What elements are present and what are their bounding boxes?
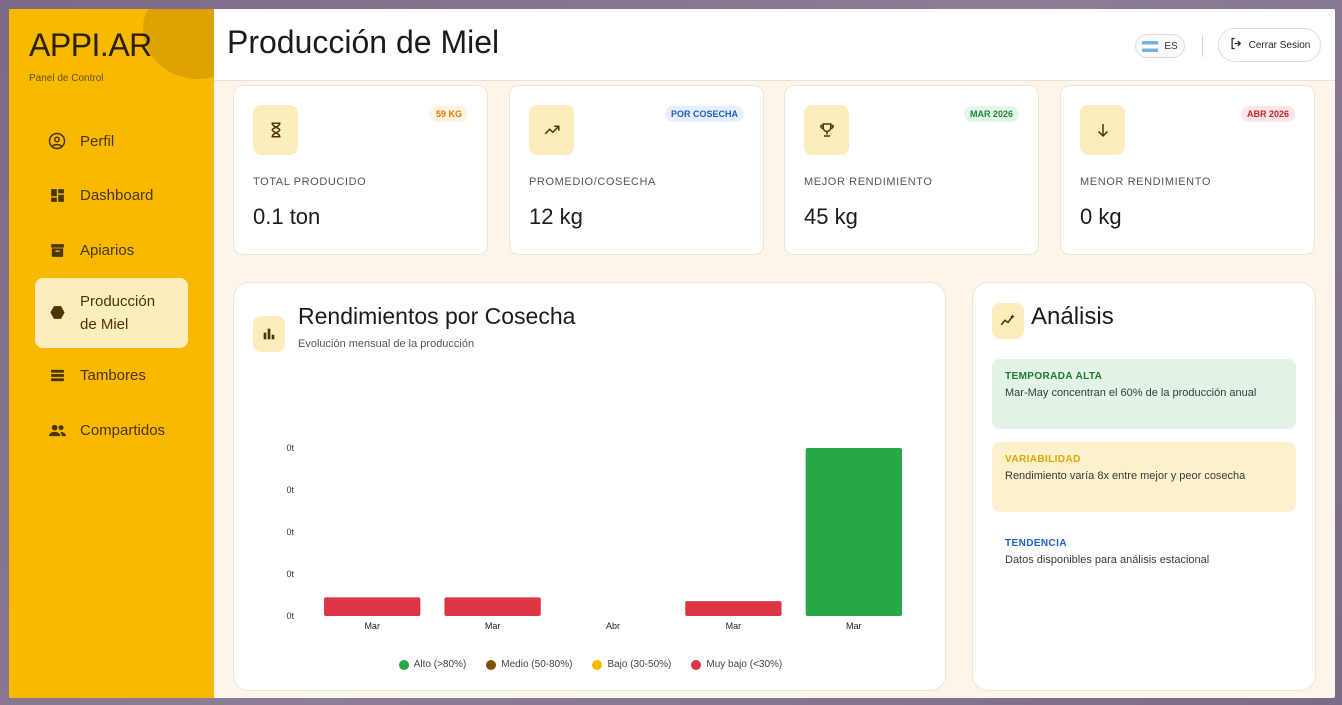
sidebar-item-label: Tambores (80, 367, 146, 385)
insight-text: Datos disponibles para análisis estacion… (1005, 554, 1210, 566)
insight-text: Mar-May concentran el 60% de la producci… (1005, 387, 1257, 399)
hexagon-icon (47, 303, 67, 323)
chart-bar[interactable] (805, 448, 902, 616)
sidebar-item-tambores[interactable]: Tambores (35, 349, 188, 404)
bar-chart-icon (253, 316, 285, 352)
x-tick-label: Abr (606, 621, 620, 631)
chart-bar[interactable] (444, 597, 541, 616)
y-tick-label: 0t (286, 527, 294, 537)
chart-bar[interactable] (685, 601, 782, 616)
y-tick-label: 0t (286, 485, 294, 495)
legend-item[interactable]: Alto (>80%) (398, 659, 467, 670)
legend-swatch (691, 659, 702, 670)
stat-label: PROMEDIO/COSECHA (529, 176, 656, 188)
legend-swatch (486, 659, 497, 670)
top-header: Producción de Miel ES Cerrar Sesion (214, 9, 1335, 81)
language-label: ES (1164, 40, 1178, 52)
stat-card-total: 59 KG TOTAL PRODUCIDO 0.1 ton (233, 85, 488, 255)
stat-value: 0.1 ton (253, 204, 321, 229)
sidebar-item-compartidos[interactable]: Compartidos (35, 403, 188, 458)
sidebar-nav: Perfil Dashboard Apiarios Producción de … (35, 114, 188, 458)
sidebar-item-produccion-de-miel[interactable]: Producción de Miel (35, 277, 188, 348)
legend-swatch (592, 659, 603, 670)
stat-card-menor: ABR 2026 MENOR RENDIMIENTO 0 kg (1060, 85, 1315, 255)
yield-chart-card: Rendimientos por Cosecha Evolución mensu… (233, 282, 946, 691)
stat-value: 0 kg (1080, 204, 1122, 229)
chart-bar[interactable] (324, 597, 421, 616)
insight-text: Rendimiento varía 8x entre mejor y peor … (1005, 470, 1246, 482)
stat-value: 45 kg (804, 204, 858, 229)
y-tick-label: 0t (286, 611, 294, 621)
user-circle-icon (47, 131, 67, 151)
chart-title: Rendimientos por Cosecha (298, 303, 576, 329)
arrow-down-icon (1080, 105, 1125, 155)
x-tick-label: Mar (485, 621, 501, 631)
trophy-icon (804, 105, 849, 155)
app-logo[interactable]: APPI.AR (29, 27, 152, 63)
logout-button[interactable]: Cerrar Sesion (1218, 28, 1321, 62)
argentina-flag-icon (1142, 40, 1159, 52)
legend-label: Medio (50-80%) (501, 659, 573, 670)
stat-badge: POR COSECHA (664, 106, 744, 122)
logout-icon (1229, 36, 1244, 54)
legend-label: Bajo (30-50%) (607, 659, 672, 670)
logout-label: Cerrar Sesion (1248, 39, 1311, 51)
sidebar-item-apiarios[interactable]: Apiarios (35, 223, 188, 278)
legend-swatch (398, 659, 409, 670)
x-tick-label: Mar (364, 621, 380, 631)
stat-badge: ABR 2026 (1240, 106, 1295, 122)
insight-tendencia: TENDENCIA Datos disponibles para análisi… (992, 526, 1296, 596)
trending-up-icon (529, 105, 574, 155)
sparkline-icon (992, 303, 1024, 339)
x-tick-label: Mar (846, 621, 862, 631)
analysis-card: Análisis TEMPORADA ALTA Mar-May concentr… (972, 282, 1316, 691)
insight-heading: TEMPORADA ALTA (1005, 371, 1103, 382)
chart-subtitle: Evolución mensual de la producción (298, 338, 475, 350)
insight-variabilidad: VARIABILIDAD Rendimiento varía 8x entre … (992, 442, 1296, 512)
legend-label: Alto (>80%) (413, 659, 467, 670)
chart-legend: Alto (>80%) Medio (50-80%) Bajo (30-50%) Mu… (234, 659, 947, 670)
y-tick-label: 0t (286, 569, 294, 579)
sidebar-item-label: Apiarios (80, 241, 135, 259)
people-icon (47, 420, 67, 440)
stat-label: TOTAL PRODUCIDO (253, 176, 367, 188)
sidebar-item-perfil[interactable]: Perfil (35, 114, 188, 169)
sidebar-item-label: Compartidos (80, 421, 166, 439)
sidebar-item-label: Producción de Miel (80, 292, 156, 333)
dashboard-icon (47, 186, 67, 206)
legend-item[interactable]: Bajo (30-50%) (592, 659, 671, 670)
insight-heading: TENDENCIA (1005, 538, 1067, 549)
insight-heading: VARIABILIDAD (1005, 454, 1081, 465)
legend-item[interactable]: Medio (50-80%) (486, 659, 572, 670)
decorative-blob (143, 9, 214, 79)
hourglass-icon (253, 105, 298, 155)
stat-label: MENOR RENDIMIENTO (1080, 176, 1212, 188)
sidebar: APPI.AR Panel de Control Perfil Dashboar… (9, 9, 214, 698)
insight-temporada-alta: TEMPORADA ALTA Mar-May concentran el 60%… (992, 359, 1296, 429)
y-tick-label: 0t (286, 443, 294, 453)
page-title: Producción de Miel (227, 24, 500, 60)
x-tick-label: Mar (726, 621, 742, 631)
legend-label: Muy bajo (<30%) (706, 659, 783, 670)
sidebar-item-label: Perfil (80, 132, 115, 150)
list-icon (47, 366, 67, 386)
stat-card-mejor: MAR 2026 MEJOR RENDIMIENTO 45 kg (784, 85, 1039, 255)
legend-item[interactable]: Muy bajo (<30%) (691, 659, 782, 670)
app-subtitle: Panel de Control (29, 73, 104, 84)
bar-chart: 0t 0t 0t 0t 0t Mar Mar Abr Mar Mar (286, 443, 902, 631)
analysis-title: Análisis (1031, 303, 1114, 330)
sidebar-item-label: Dashboard (80, 187, 154, 205)
stat-badge: MAR 2026 (963, 106, 1019, 122)
archive-icon (47, 240, 67, 260)
header-divider (1202, 35, 1203, 57)
sidebar-item-dashboard[interactable]: Dashboard (35, 169, 188, 224)
stat-card-promedio: POR COSECHA PROMEDIO/COSECHA 12 kg (509, 85, 764, 255)
language-selector[interactable]: ES (1135, 34, 1185, 58)
app-window: APPI.AR Panel de Control Perfil Dashboar… (9, 9, 1335, 698)
stat-label: MEJOR RENDIMIENTO (804, 176, 933, 188)
stat-badge: 59 KG (429, 106, 468, 122)
stat-value: 12 kg (529, 204, 583, 229)
